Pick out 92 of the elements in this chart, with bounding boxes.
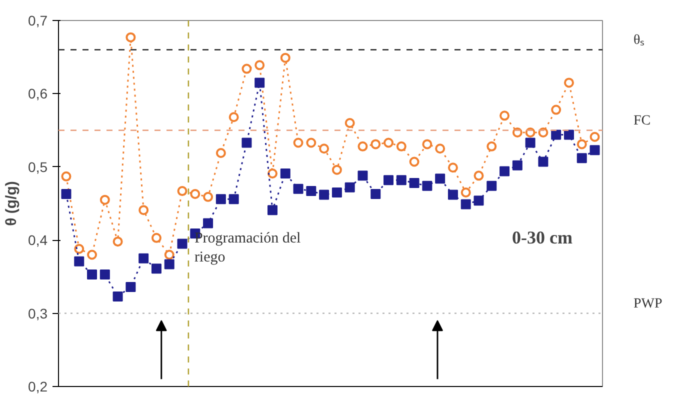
- point: [474, 196, 484, 206]
- point: [177, 186, 188, 196]
- point: [74, 256, 84, 266]
- point: [332, 164, 342, 175]
- point: [138, 253, 149, 264]
- point: [332, 188, 342, 198]
- point: [319, 144, 330, 154]
- point: [61, 171, 72, 182]
- point: [138, 205, 149, 216]
- point: [216, 194, 226, 204]
- point: [486, 141, 497, 152]
- annotation: 0-30 cm: [512, 227, 573, 248]
- point: [409, 178, 420, 188]
- point: [280, 168, 290, 178]
- point: [590, 145, 600, 156]
- point: [448, 190, 458, 200]
- point: [267, 205, 278, 216]
- y-tick-label: 0,5: [28, 158, 48, 175]
- ref-line-label: FC: [634, 113, 651, 128]
- point: [448, 162, 458, 173]
- point: [486, 180, 497, 191]
- point: [344, 182, 355, 192]
- point: [151, 232, 162, 243]
- point: [358, 170, 368, 181]
- point: [370, 139, 381, 150]
- point: [500, 166, 510, 176]
- point: [384, 175, 394, 186]
- y-tick-label: 0,3: [28, 305, 48, 322]
- point: [293, 184, 304, 194]
- point: [100, 270, 110, 280]
- point: [396, 141, 406, 152]
- y-tick-label: 0,2: [28, 378, 48, 394]
- point: [538, 156, 548, 167]
- point: [551, 130, 562, 140]
- point: [551, 104, 562, 115]
- point: [474, 170, 484, 181]
- point: [344, 118, 355, 128]
- point: [87, 270, 98, 280]
- point: [228, 194, 239, 204]
- point: [164, 259, 174, 270]
- ref-line-label: θₛ: [634, 32, 644, 48]
- point: [126, 32, 136, 42]
- point: [422, 139, 432, 150]
- y-tick-label: 0,6: [28, 86, 48, 102]
- point: [112, 236, 123, 247]
- point: [190, 188, 200, 199]
- y-axis-title: θ (g/g): [3, 181, 20, 226]
- point: [74, 244, 84, 254]
- point: [267, 168, 278, 178]
- point: [203, 192, 214, 202]
- point: [576, 139, 587, 150]
- point: [384, 138, 394, 148]
- point: [228, 112, 239, 122]
- point: [280, 52, 290, 63]
- point: [254, 78, 265, 88]
- point: [500, 110, 510, 121]
- ref-line-label: PWP: [634, 296, 662, 312]
- point: [525, 138, 536, 148]
- point: [370, 188, 381, 199]
- point: [590, 132, 600, 142]
- point: [460, 199, 471, 210]
- point: [242, 64, 252, 74]
- point: [576, 153, 587, 164]
- annotation: Programación del riego: [194, 230, 301, 266]
- y-tick-label: 0,7: [28, 12, 48, 28]
- point: [358, 141, 368, 152]
- point: [306, 138, 316, 148]
- point: [319, 190, 330, 200]
- point: [460, 188, 471, 198]
- point: [100, 194, 110, 205]
- point: [203, 218, 214, 228]
- point: [435, 144, 446, 154]
- point: [61, 188, 72, 199]
- point: [151, 264, 162, 274]
- point: [409, 156, 420, 167]
- point: [242, 138, 252, 148]
- point: [126, 282, 136, 292]
- point: [87, 250, 98, 260]
- point: [177, 238, 188, 249]
- y-tick-label: 0,4: [28, 232, 48, 248]
- point: [254, 60, 265, 70]
- point: [216, 148, 226, 158]
- point: [564, 130, 574, 140]
- point: [396, 175, 406, 186]
- point: [422, 180, 432, 191]
- point: [512, 160, 522, 170]
- point: [564, 78, 574, 88]
- point: [293, 138, 304, 148]
- point: [306, 186, 316, 196]
- point: [435, 174, 446, 184]
- point: [164, 250, 174, 260]
- point: [112, 291, 123, 302]
